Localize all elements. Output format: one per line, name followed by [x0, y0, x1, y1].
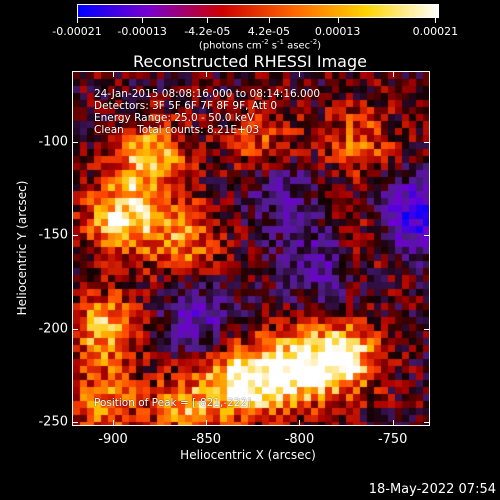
x-tick — [113, 420, 115, 426]
colorbar-tick-label: -4.2e-05 — [184, 25, 231, 38]
annotation-peak-position: Position of Peak = [-821,-222] — [94, 397, 252, 409]
x-tick-label: -800 — [284, 432, 315, 447]
y-axis-title: Heliocentric Y (arcsec) — [15, 180, 29, 316]
x-tick-top — [299, 71, 301, 77]
colorbar-tick-label: 0.00013 — [314, 25, 361, 38]
colorbar — [77, 4, 439, 18]
annotation-time-range: 24-Jan-2015 08:08:16.000 to 08:14:16.000 — [94, 88, 321, 100]
y-tick — [72, 422, 78, 424]
plot-area — [72, 71, 430, 426]
colorbar-tick — [268, 18, 270, 23]
colorbar-tick — [77, 18, 78, 23]
annotation-energy-range: Energy Range: 25.0 - 50.0 keV — [94, 112, 255, 124]
y-tick-label: -250 — [38, 414, 68, 430]
y-tick-label: -150 — [38, 227, 68, 243]
y-tick-label: -100 — [38, 134, 68, 150]
x-axis-title: Heliocentric X (arcsec) — [180, 448, 316, 462]
y-tick-right — [424, 235, 430, 237]
colorbar-tick — [207, 18, 209, 23]
x-tick-label: -850 — [191, 432, 222, 447]
colorbar-tick-label: -0.00013 — [117, 25, 167, 38]
colorbar-tick — [142, 18, 144, 23]
colorbar-tick-label: -0.00021 — [52, 25, 102, 38]
y-tick-label: -200 — [38, 321, 68, 337]
colorbar-tick-label: 4.2e-05 — [247, 25, 290, 38]
y-tick — [72, 235, 78, 237]
x-tick-top — [206, 71, 208, 77]
y-tick — [72, 142, 78, 143]
y-tick-right — [424, 142, 430, 143]
x-tick — [299, 420, 301, 426]
x-tick-top — [392, 71, 394, 77]
colorbar-tick — [435, 18, 437, 23]
x-tick-label: -750 — [377, 432, 408, 447]
footer-timestamp: 18-May-2022 07:54 — [368, 482, 496, 497]
x-tick-top — [113, 71, 115, 77]
y-tick-right — [424, 422, 430, 424]
heatmap-image — [73, 72, 429, 425]
annotation-total-counts: Clean Total counts: 8.21E+03 — [94, 124, 260, 136]
x-tick-label: -900 — [98, 432, 128, 447]
colorbar-tick-label: 0.00021 — [412, 25, 459, 38]
annotation-detectors: Detectors: 3F 5F 6F 7F 8F 9F, Att 0 — [94, 100, 278, 112]
y-tick — [72, 328, 78, 330]
colorbar-units: (photons cm-2 s-1 asec-2) — [198, 38, 322, 52]
chart-title: Reconstructed RHESSI Image — [133, 52, 367, 71]
y-tick-right — [424, 328, 430, 330]
x-tick — [392, 420, 394, 426]
colorbar-tick — [337, 18, 339, 23]
x-tick — [206, 420, 208, 426]
